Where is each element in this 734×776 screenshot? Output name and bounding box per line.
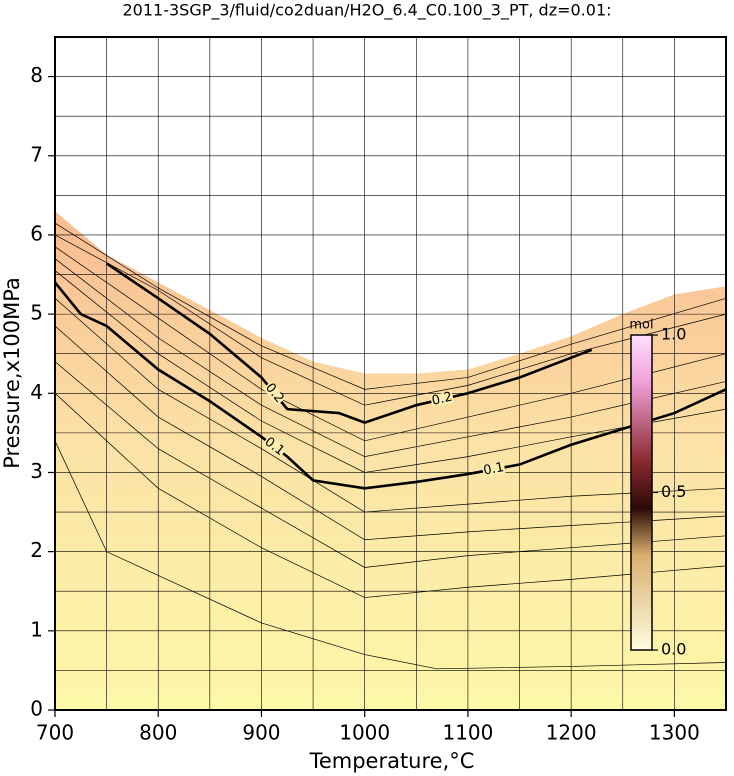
colorbar-tick-label: 0.5 — [661, 482, 686, 501]
colorbar-tick-label: 1.0 — [661, 325, 686, 344]
y-tick-label: 4 — [30, 380, 43, 404]
x-axis-label: Temperature,°C — [309, 749, 475, 773]
x-tick-label: 800 — [139, 721, 177, 745]
contour-line — [53, 281, 727, 490]
x-tick-label: 1200 — [546, 721, 597, 745]
contour-line — [54, 222, 727, 390]
contour-label-group: 0.2 — [430, 390, 455, 409]
x-tick-label: 1000 — [339, 721, 390, 745]
contour-line — [54, 361, 727, 568]
y-tick-label: 2 — [30, 538, 43, 562]
plot-frame — [54, 36, 727, 711]
contour-line — [54, 270, 727, 473]
contour-line — [54, 440, 727, 670]
y-tick-label: 3 — [30, 459, 43, 483]
contour-line — [54, 325, 727, 541]
contour-line — [54, 258, 727, 458]
contour-label: 0.1 — [482, 460, 505, 478]
colorbar-tick-label: 0.0 — [661, 640, 686, 659]
data-domain — [55, 211, 726, 710]
x-tick-label: 1100 — [442, 721, 493, 745]
y-tick-label: 7 — [30, 142, 43, 166]
contour-line — [54, 246, 727, 442]
y-tick-label: 5 — [30, 301, 43, 325]
y-tick-label: 6 — [30, 221, 43, 245]
y-tick-label: 1 — [30, 617, 43, 641]
contour-label-bg — [262, 380, 286, 406]
y-tick-label: 8 — [30, 63, 43, 87]
contour-label-bg — [261, 435, 287, 459]
y-tick-label: 0 — [30, 697, 43, 721]
contour-line — [54, 393, 727, 598]
x-tick-label: 700 — [36, 721, 74, 745]
contour-label-bg — [481, 461, 506, 478]
colorbar-label: mol — [629, 318, 653, 333]
x-tick-label: 1300 — [649, 721, 700, 745]
y-axis-label: Pressure,x100MPa — [0, 277, 24, 469]
contour-label: 0.2 — [430, 390, 454, 409]
colorbar — [630, 334, 653, 651]
x-tick-label: 900 — [242, 721, 280, 745]
contour-line — [54, 234, 727, 406]
contour-label-bg — [430, 390, 455, 408]
chart-title: 2011-3SGP_3/fluid/co2duan/H2O_6.4_C0.100… — [122, 1, 611, 21]
contour-line — [105, 262, 593, 424]
contour-label-group: 0.1 — [481, 460, 506, 479]
contour-line — [54, 298, 727, 513]
